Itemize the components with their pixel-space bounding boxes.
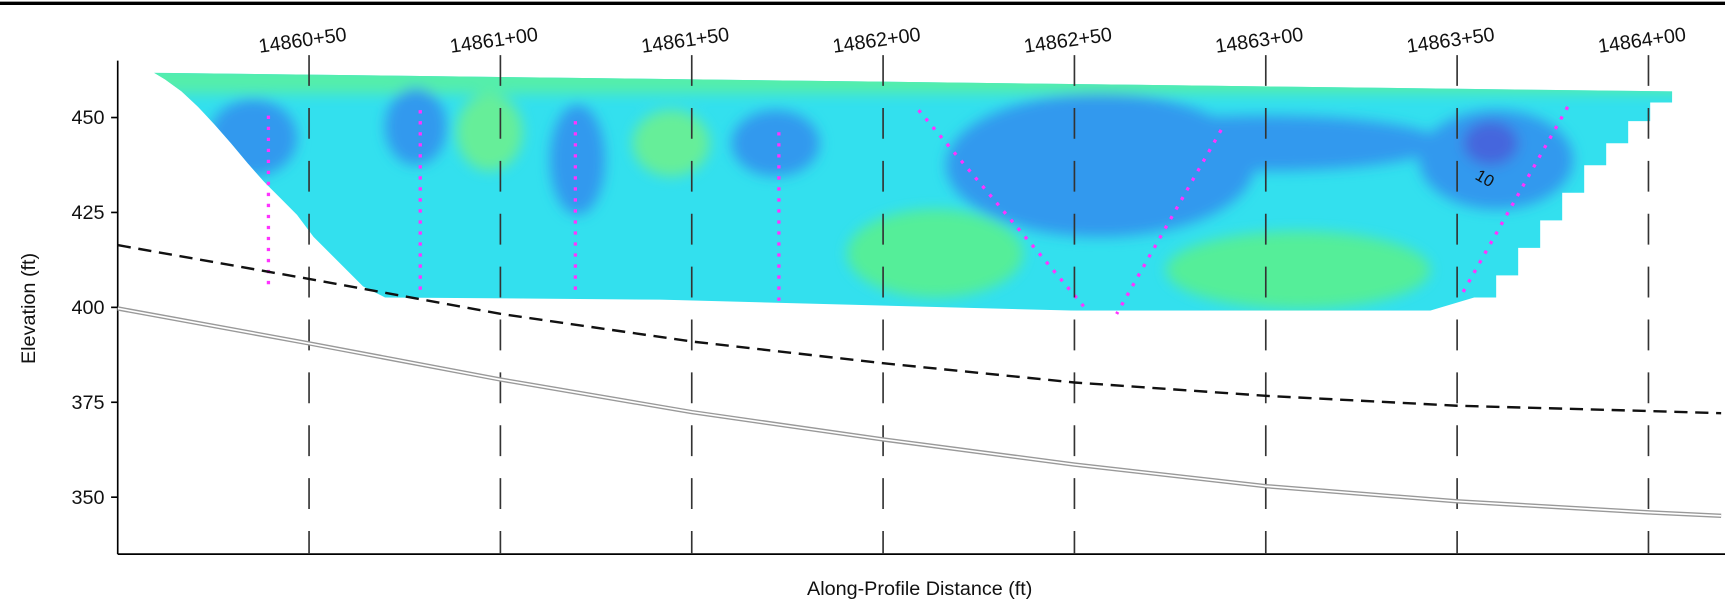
x-axis-label: Along-Profile Distance (ft): [807, 578, 1032, 600]
series-line-inner: [117, 307, 1722, 517]
x-tick-label: 14862+50: [1023, 24, 1114, 58]
y-tick-label: 450: [72, 107, 105, 129]
x-tick-label: 14864+00: [1597, 24, 1688, 58]
interpreted-zones: [266, 106, 1570, 315]
series-line: [117, 243, 1722, 415]
y-tick-label: 350: [72, 487, 105, 509]
resistivity-section: [154, 72, 1673, 311]
x-tick-label: 14863+00: [1214, 24, 1305, 58]
x-tick-label: 14861+50: [640, 24, 731, 58]
x-tick-label: 14860+50: [257, 24, 348, 58]
y-tick-label: 425: [72, 202, 105, 224]
series-line: [117, 306, 1722, 518]
y-tick-label: 400: [72, 297, 105, 319]
x-tick-label: 14863+50: [1405, 24, 1496, 58]
y-tick-label: 375: [72, 392, 105, 414]
y-axis-label: Elevation (ft): [18, 253, 40, 364]
x-tick-label: 14861+00: [449, 24, 540, 58]
x-tick-label: 14862+00: [831, 24, 922, 58]
